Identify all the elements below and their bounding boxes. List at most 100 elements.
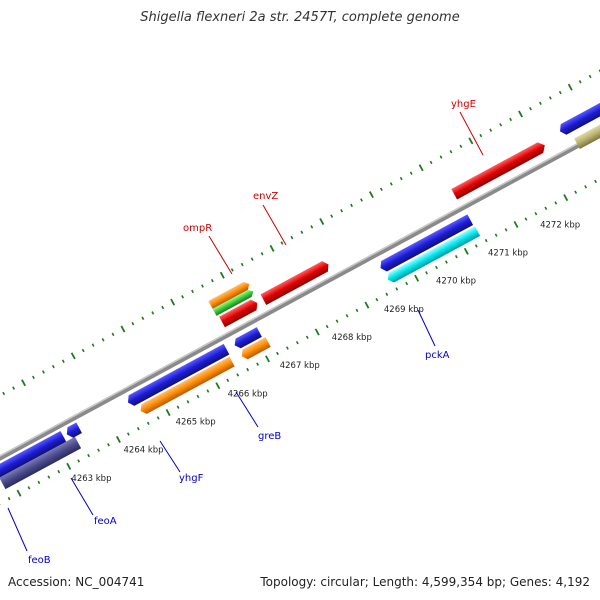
- track-tick: [375, 298, 379, 302]
- track-tick: [340, 209, 344, 213]
- track-tick: [364, 301, 370, 309]
- scale-label: 4269 kbp: [384, 305, 424, 315]
- track-tick: [544, 206, 548, 211]
- gene-pckA-blue-arrow[interactable]: [378, 214, 474, 273]
- track-tick: [101, 338, 105, 342]
- track-tick: [429, 160, 433, 165]
- label-feoA[interactable]: feoA: [94, 516, 117, 527]
- scale-label: 4264 kbp: [124, 446, 164, 456]
- track-tick: [16, 489, 22, 497]
- track-tick: [186, 400, 190, 404]
- track-tick: [260, 252, 264, 256]
- scale-label: 4263 kbp: [71, 474, 111, 484]
- track-tick: [51, 364, 55, 369]
- track-tick: [368, 191, 374, 199]
- scale-label: 4268 kbp: [332, 333, 372, 343]
- gene-yhgE-arrow[interactable]: [451, 140, 547, 200]
- track-tick: [250, 257, 254, 261]
- track-tick: [539, 101, 542, 105]
- track-tick: [385, 292, 389, 297]
- track-tick: [191, 289, 194, 294]
- gene-right-khaki-arrow[interactable]: [574, 118, 600, 150]
- track-tick: [350, 203, 353, 208]
- track-tick: [435, 265, 438, 270]
- track-tick: [558, 90, 562, 95]
- inner-tick-track: [0, 179, 597, 506]
- track-tick: [210, 278, 214, 283]
- label-ompR[interactable]: ompR: [183, 223, 212, 234]
- track-tick: [42, 370, 45, 374]
- track-tick: [379, 187, 383, 191]
- track-tick: [290, 235, 294, 240]
- track-tick: [196, 394, 200, 399]
- gene-feoA-arrow[interactable]: [64, 422, 82, 439]
- track-tick: [504, 228, 508, 232]
- track-tick: [91, 343, 95, 347]
- track-tick: [111, 332, 115, 337]
- gene-greB-blue-arrow[interactable]: [232, 327, 262, 350]
- track-tick: [285, 346, 289, 350]
- gene-greB-arrow[interactable]: [239, 337, 271, 361]
- track-tick: [265, 355, 270, 363]
- track-tick: [439, 155, 443, 159]
- track-tick: [269, 244, 275, 252]
- scale-label: 4267 kbp: [280, 361, 320, 371]
- track-tick: [256, 362, 260, 366]
- scale-label: 4272 kbp: [540, 220, 580, 230]
- track-tick: [176, 405, 180, 409]
- track-tick: [335, 319, 339, 323]
- track-tick: [518, 110, 523, 118]
- gene-feoB-bar[interactable]: [0, 436, 82, 490]
- accession-text: Accession: NC_004741: [8, 575, 145, 589]
- track-tick: [131, 321, 135, 326]
- label-feoB[interactable]: feoB: [28, 555, 51, 566]
- track-tick: [414, 274, 420, 282]
- gene-red-small-arrow[interactable]: [219, 298, 260, 328]
- track-tick: [405, 281, 409, 286]
- track-tick: [115, 435, 121, 443]
- track-tick: [32, 375, 35, 380]
- track-tick: [136, 426, 140, 431]
- gene-yhgF-arrow[interactable]: [138, 356, 235, 416]
- track-tick: [305, 335, 309, 340]
- track-tick: [215, 382, 221, 390]
- track-tick: [578, 80, 582, 84]
- label-pckA[interactable]: pckA: [425, 350, 450, 361]
- track-tick: [87, 453, 91, 458]
- track-tick: [170, 298, 176, 306]
- track-tick: [314, 328, 320, 336]
- gene-envZ-arrow[interactable]: [260, 259, 332, 305]
- gene-green-arrow[interactable]: [212, 288, 256, 316]
- track-tick: [584, 185, 588, 189]
- track-tick: [156, 416, 160, 420]
- gene-pckA-arrow[interactable]: [385, 226, 481, 284]
- label-yhgF[interactable]: yhgF: [179, 473, 204, 484]
- track-tick: [2, 391, 6, 396]
- label-yhgE[interactable]: yhgE: [451, 99, 476, 110]
- gene-yhgF-blue-arrow[interactable]: [125, 343, 230, 408]
- track-tick: [425, 271, 428, 275]
- track-tick: [81, 348, 85, 353]
- track-tick: [7, 496, 11, 501]
- track-tick: [479, 133, 483, 138]
- genome-summary-text: Topology: circular; Length: 4,599,354 bp…: [260, 575, 590, 589]
- track-tick: [70, 352, 76, 360]
- label-envZ[interactable]: envZ: [253, 191, 278, 202]
- track-tick: [360, 198, 363, 202]
- track-tick: [484, 238, 488, 243]
- gene-labels: feoB feoA yhgF greB ompR envZ pckA yhgE: [7, 99, 484, 566]
- track-tick: [474, 244, 478, 248]
- label-greB[interactable]: greB: [258, 431, 281, 442]
- track-tick: [47, 475, 51, 479]
- scale-label: 4266 kbp: [228, 389, 268, 399]
- gene-right-blue-arrow[interactable]: [557, 102, 600, 137]
- gene-ompR-arrow[interactable]: [208, 280, 251, 309]
- track-tick: [588, 74, 592, 79]
- track-tick: [61, 359, 65, 363]
- gene-feoB-blue-arrow[interactable]: [0, 431, 67, 480]
- track-tick: [181, 295, 184, 299]
- track-tick: [240, 262, 244, 267]
- track-tick: [524, 217, 528, 221]
- track-tick: [300, 230, 304, 234]
